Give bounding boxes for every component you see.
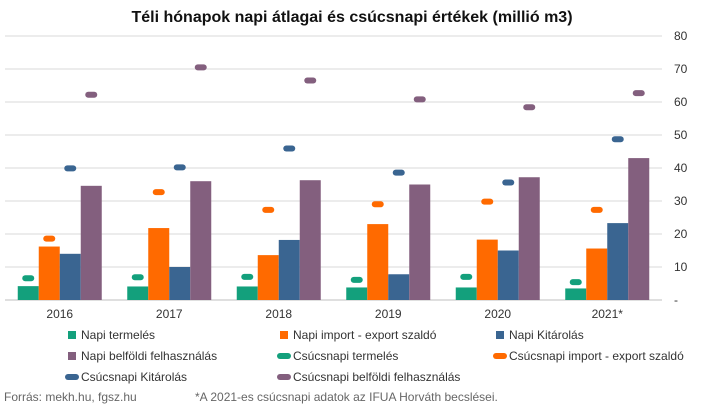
bar	[586, 248, 608, 300]
bar	[346, 287, 368, 300]
bar	[236, 286, 258, 300]
bar	[409, 184, 431, 300]
legend: Napi termelés Napi import - export szaldó…	[65, 328, 684, 384]
marker	[22, 275, 35, 282]
legend-label: Napi import - export szaldó	[293, 328, 437, 342]
y-tick-label: 10	[674, 260, 688, 274]
marker	[392, 169, 405, 176]
legend-label: Csúcsnapi Kitárolás	[81, 370, 187, 384]
marker	[632, 90, 645, 97]
marker	[523, 104, 536, 111]
bar	[476, 239, 498, 300]
legend-swatch	[496, 331, 504, 339]
bar	[17, 286, 39, 300]
marker	[502, 179, 515, 186]
y-tick-label: 70	[674, 62, 688, 76]
y-tick-label: 50	[674, 128, 688, 142]
bar	[169, 267, 191, 300]
bar	[455, 287, 477, 300]
y-tick-label: 60	[674, 95, 688, 109]
marker	[283, 145, 296, 152]
marker	[371, 201, 384, 208]
y-tick-label: 40	[674, 161, 688, 175]
bar	[148, 228, 170, 300]
marker	[241, 273, 254, 280]
legend-swatch	[277, 374, 291, 380]
legend-label: Napi Kitárolás	[509, 328, 584, 342]
chart-title: Téli hónapok napi átlagai és csúcsnapi é…	[131, 9, 572, 26]
bars	[17, 158, 650, 300]
marker	[569, 279, 582, 286]
bar	[278, 239, 300, 300]
marker	[590, 206, 603, 213]
y-axis: - 10 20 30 40 50 60 70 80	[674, 29, 688, 307]
bar	[257, 255, 279, 300]
marker	[173, 164, 186, 171]
x-tick-label: 2020	[484, 307, 511, 321]
marker	[611, 136, 624, 143]
marker	[152, 189, 165, 196]
legend-swatch	[68, 331, 76, 339]
bar	[190, 181, 212, 300]
x-tick-label: 2019	[375, 307, 402, 321]
x-tick-label: 2016	[46, 307, 73, 321]
estimate-note: *A 2021-es csúcsnapi adatok az IFUA Horv…	[195, 390, 498, 404]
marker	[460, 273, 473, 280]
y-tick-label: 80	[674, 29, 688, 43]
bar	[628, 158, 650, 300]
y-tick-label: -	[674, 293, 678, 307]
bar	[518, 177, 540, 300]
marker	[350, 276, 363, 283]
legend-swatch	[493, 353, 507, 359]
marker	[262, 206, 275, 213]
bar	[497, 250, 519, 300]
marker	[64, 165, 77, 172]
marker	[481, 198, 494, 205]
marker	[131, 274, 144, 281]
x-tick-label: 2021*	[592, 307, 624, 321]
bar	[388, 274, 410, 300]
legend-label: Csúcsnapi import - export szaldó	[509, 349, 684, 363]
x-axis: 2016 2017 2018 2019 2020 2021*	[46, 307, 623, 321]
legend-label: Csúcsnapi termelés	[293, 349, 398, 363]
legend-swatch	[68, 352, 76, 360]
legend-swatch	[65, 374, 79, 380]
y-tick-label: 30	[674, 194, 688, 208]
x-tick-label: 2018	[265, 307, 292, 321]
marker	[85, 91, 98, 98]
marker	[304, 77, 317, 84]
gridlines	[5, 35, 662, 301]
bar	[80, 185, 102, 300]
legend-swatch	[277, 353, 291, 359]
bar	[127, 286, 149, 300]
bar	[607, 223, 629, 300]
legend-label: Napi termelés	[81, 328, 155, 342]
marker	[43, 235, 56, 242]
marker	[413, 96, 426, 103]
legend-label: Napi belföldi felhasználás	[81, 349, 217, 363]
y-tick-label: 20	[674, 227, 688, 241]
legend-label: Csúcsnapi belföldi felhasználás	[293, 370, 460, 384]
source-note: Forrás: mekh.hu, fgsz.hu	[4, 390, 137, 404]
markers	[22, 64, 645, 286]
legend-swatch	[280, 331, 288, 339]
x-tick-label: 2017	[156, 307, 183, 321]
marker	[194, 64, 207, 71]
bar	[38, 246, 60, 300]
bar	[367, 224, 389, 300]
bar	[299, 180, 321, 300]
bar	[565, 288, 587, 300]
bar	[59, 253, 81, 300]
